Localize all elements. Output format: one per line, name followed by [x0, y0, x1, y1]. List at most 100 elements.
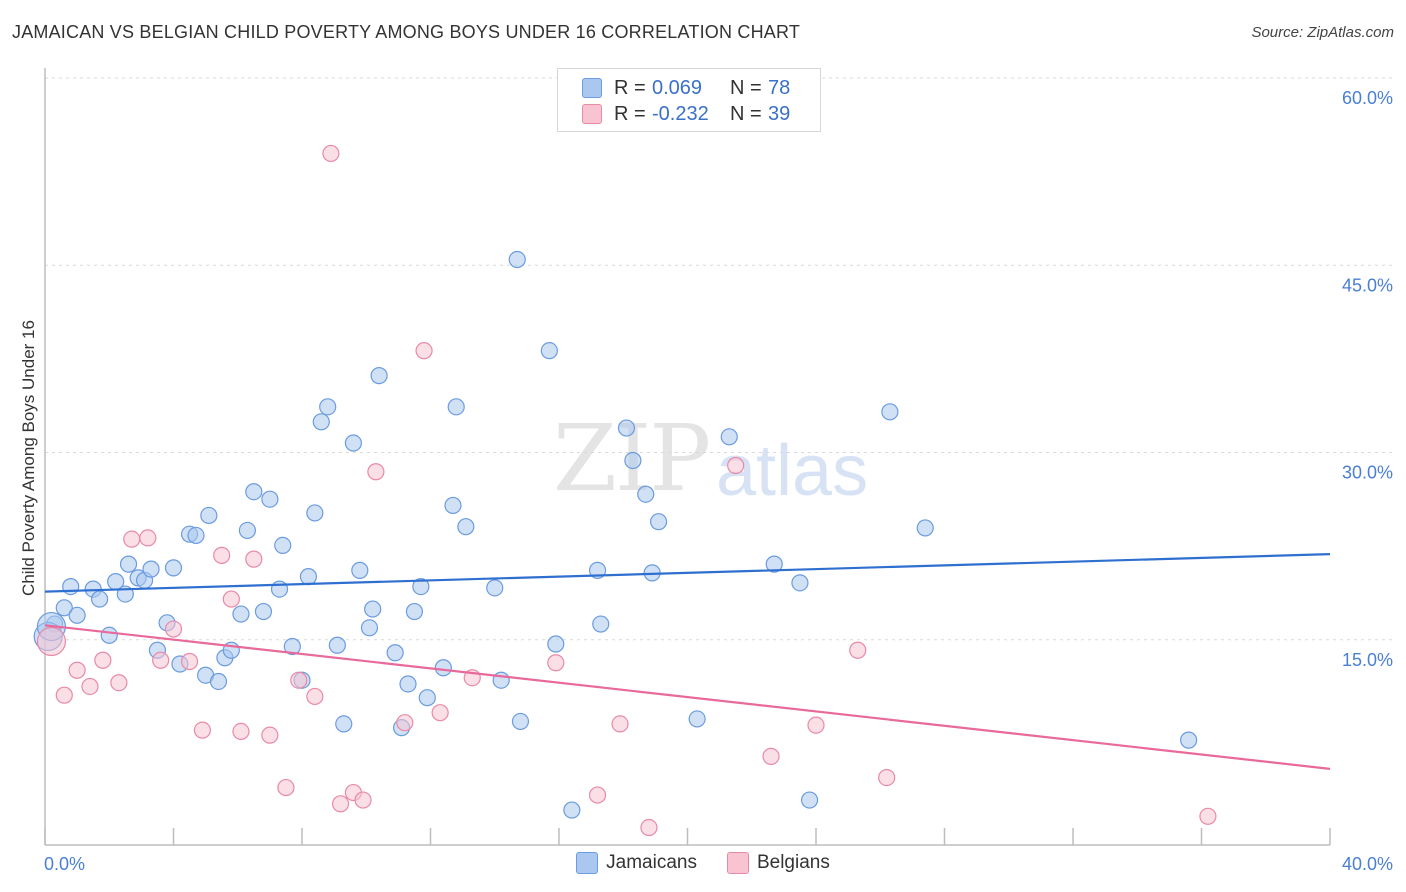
jamaican-point — [55, 599, 73, 617]
jamaican-point — [91, 590, 109, 608]
jamaican-point — [765, 555, 783, 573]
belgian-point — [727, 456, 745, 475]
belgian-point — [232, 722, 250, 741]
legend-n-value: 78 — [768, 76, 791, 99]
legend-swatch-jamaicans — [576, 852, 599, 874]
jamaican-point — [360, 619, 379, 637]
jamaican-point — [881, 403, 899, 421]
belgian-point — [245, 550, 263, 568]
legend-swatch-belgians — [726, 852, 749, 874]
jamaican-point — [370, 367, 388, 385]
legend-r-value: 0.069 — [652, 76, 703, 99]
belgian-point — [640, 818, 658, 837]
chart-title: JAMAICAN VS BELGIAN CHILD POVERTY AMONG … — [12, 22, 801, 42]
belgian-point — [807, 716, 825, 734]
jamaican-point — [800, 791, 819, 809]
jamaican-point — [238, 521, 256, 540]
jamaican-point — [405, 602, 424, 621]
jamaican-point — [508, 250, 526, 269]
jamaican-point — [418, 689, 436, 707]
jamaican-point — [791, 574, 809, 592]
belgians-points — [36, 144, 1217, 837]
legend-label-jamaicans: Jamaicans — [606, 852, 697, 873]
belgian-point — [354, 791, 372, 809]
axes — [44, 68, 1331, 846]
belgian-point — [762, 747, 780, 765]
jamaican-point — [328, 636, 346, 654]
belgian-point — [611, 715, 629, 733]
belgian-point — [193, 721, 212, 739]
jamaican-point — [617, 419, 636, 437]
legend-r-label: R = — [614, 76, 646, 99]
jamaican-point — [916, 519, 934, 537]
belgian-point — [849, 641, 867, 659]
jamaican-point — [457, 518, 475, 536]
x-tick-label: 0.0% — [44, 854, 85, 874]
belgians-trend-line — [44, 624, 1331, 770]
jamaican-point — [386, 644, 404, 662]
legend-row-jamaicans: R = 0.069 N = 78 — [582, 76, 790, 100]
jamaican-point — [637, 485, 655, 503]
belgian-point — [36, 626, 67, 657]
jamaican-point — [335, 715, 353, 733]
legend-n-label: N = — [730, 76, 762, 99]
trend-lines — [44, 553, 1331, 770]
legend-item-jamaicans[interactable]: Jamaicans — [576, 852, 697, 874]
jamaican-point — [1180, 731, 1198, 749]
jamaican-point — [319, 398, 337, 416]
jamaican-point — [187, 526, 205, 545]
jamaican-point — [399, 675, 417, 693]
legend-row-belgians: R = -0.232 N = 39 — [582, 102, 790, 126]
jamaican-point — [364, 600, 382, 618]
jamaican-point — [254, 602, 273, 621]
belgian-point — [55, 686, 73, 704]
jamaican-point — [164, 559, 183, 577]
jamaican-point — [283, 637, 301, 656]
belgian-point — [213, 546, 231, 564]
legend-item-belgians[interactable]: Belgians — [726, 852, 830, 874]
belgian-point — [290, 671, 308, 689]
belgian-point — [396, 714, 414, 732]
jamaican-point — [486, 579, 504, 597]
jamaican-point — [540, 342, 558, 360]
belgian-point — [68, 661, 86, 679]
belgian-point — [261, 726, 279, 744]
jamaican-point — [306, 504, 324, 522]
jamaican-point — [245, 483, 263, 501]
jamaican-point — [68, 606, 86, 624]
jamaican-point — [200, 506, 218, 525]
jamaican-point — [142, 560, 160, 578]
legend-swatch-belgians — [582, 104, 602, 124]
belgian-point — [164, 620, 183, 638]
correlation-legend: R = 0.069 N = 78 R = -0.232 N = 39 — [557, 68, 821, 132]
x-tick-label: 40.0% — [1342, 854, 1393, 874]
jamaican-point — [649, 513, 668, 531]
jamaican-point — [351, 561, 369, 579]
belgian-point — [81, 677, 99, 696]
jamaican-point — [274, 536, 292, 555]
belgian-point — [547, 654, 565, 672]
jamaican-point — [119, 555, 138, 573]
jamaican-point — [688, 710, 706, 728]
y-tick-label: 30.0% — [1342, 463, 1393, 483]
jamaican-point — [434, 659, 452, 677]
belgian-point — [152, 651, 170, 669]
axis-labels: 15.0% 30.0% 45.0% 60.0% 0.0% 40.0% Child Pover… — [19, 88, 1393, 874]
jamaican-point — [261, 490, 279, 508]
belgian-point — [415, 342, 433, 360]
belgian-point — [139, 529, 157, 547]
belgian-point — [110, 674, 128, 692]
jamaican-point — [412, 577, 430, 596]
belgian-point — [306, 687, 324, 706]
belgian-point — [1199, 807, 1217, 825]
jamaican-point — [720, 428, 738, 446]
legend-r-label: R = — [614, 102, 646, 125]
belgian-point — [367, 463, 385, 481]
belgian-point — [277, 778, 295, 797]
belgian-point — [123, 530, 141, 548]
y-tick-label: 45.0% — [1342, 275, 1393, 295]
series-legend: Jamaicans Belgians — [0, 852, 1406, 874]
jamaican-point — [299, 568, 318, 586]
legend-label-belgians: Belgians — [756, 852, 830, 873]
